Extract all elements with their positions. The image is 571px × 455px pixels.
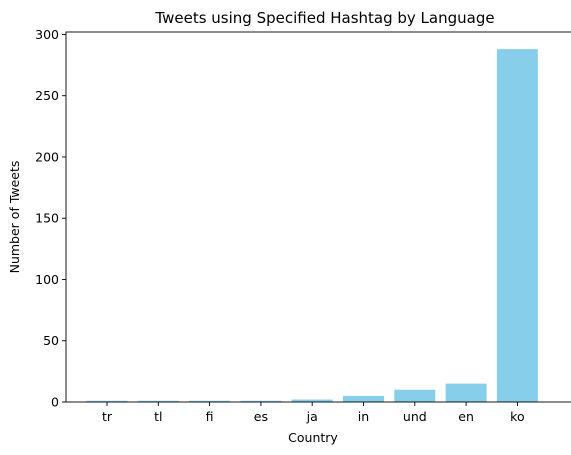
y-axis-ticks: 0 50 100 150 200 250 300: [35, 27, 66, 410]
y-tick-label: 50: [43, 333, 59, 348]
x-tick-label: es: [254, 409, 268, 424]
bar-in: [343, 395, 384, 402]
y-tick-label: 150: [35, 211, 59, 226]
bar-es: [240, 400, 282, 402]
x-tick-label: und: [403, 409, 427, 424]
x-tick-label: tr: [102, 409, 113, 424]
bar-ko: [496, 49, 538, 403]
x-axis-ticks: tr tl fi es ja in und en ko: [102, 402, 525, 424]
bar-en: [445, 383, 487, 402]
bar-tl: [137, 400, 179, 402]
x-tick-label: fi: [206, 409, 214, 424]
x-axis-label: Country: [288, 430, 338, 445]
y-tick-label: 300: [35, 27, 59, 42]
x-tick-label: tl: [154, 409, 162, 424]
x-tick-label: ja: [306, 409, 318, 424]
x-tick-label: en: [458, 409, 474, 424]
x-tick-label: ko: [510, 409, 524, 424]
chart-title: Tweets using Specified Hashtag by Langua…: [154, 9, 494, 27]
y-tick-label: 100: [35, 272, 59, 287]
plot-frame: [65, 31, 571, 403]
bar-fi: [189, 400, 231, 402]
y-axis-label: Number of Tweets: [7, 161, 22, 274]
bars-group: [86, 49, 538, 403]
y-tick-label: 200: [35, 149, 59, 164]
bar-tr: [86, 400, 128, 402]
x-tick-label: in: [358, 409, 369, 424]
bar-ja: [291, 399, 333, 402]
y-tick-label: 0: [51, 395, 59, 410]
bar-und: [394, 389, 436, 402]
y-tick-label: 250: [35, 88, 59, 103]
